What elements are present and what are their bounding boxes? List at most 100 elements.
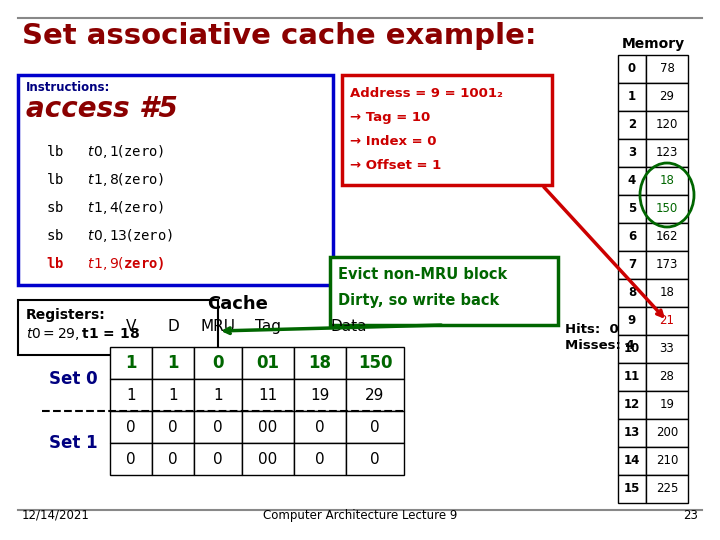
Text: 1: 1 bbox=[125, 354, 137, 372]
Text: 2: 2 bbox=[628, 118, 636, 132]
Bar bbox=[342, 75, 552, 185]
Bar bbox=[110, 379, 152, 411]
Text: 21: 21 bbox=[660, 314, 675, 327]
Text: 5: 5 bbox=[628, 202, 636, 215]
Text: $t0 = 29, $t1 = 18: $t0 = 29, $t1 = 18 bbox=[26, 326, 140, 342]
Bar bbox=[618, 307, 646, 335]
Text: lb   $t1,  8($zero): lb $t1, 8($zero) bbox=[46, 171, 164, 188]
Text: 0: 0 bbox=[315, 420, 325, 435]
Bar bbox=[294, 347, 346, 379]
Text: 78: 78 bbox=[660, 63, 675, 76]
Bar bbox=[242, 379, 294, 411]
Text: 0: 0 bbox=[213, 420, 222, 435]
Bar bbox=[194, 347, 242, 379]
Text: 33: 33 bbox=[660, 342, 675, 355]
Bar bbox=[618, 167, 646, 195]
Bar bbox=[346, 411, 404, 443]
Text: 225: 225 bbox=[656, 483, 678, 496]
Bar bbox=[646, 335, 688, 363]
Text: 7: 7 bbox=[628, 259, 636, 272]
Text: MRU: MRU bbox=[200, 319, 235, 334]
Text: 0: 0 bbox=[126, 451, 136, 467]
Text: 28: 28 bbox=[660, 370, 675, 383]
Text: access #5: access #5 bbox=[26, 95, 178, 123]
Text: 0: 0 bbox=[628, 63, 636, 76]
Bar bbox=[618, 55, 646, 83]
Text: D: D bbox=[167, 319, 179, 334]
Text: 8: 8 bbox=[628, 287, 636, 300]
Text: 12: 12 bbox=[624, 399, 640, 411]
Text: 00: 00 bbox=[258, 451, 278, 467]
Bar bbox=[618, 83, 646, 111]
Text: 0: 0 bbox=[212, 354, 224, 372]
Text: 0: 0 bbox=[370, 451, 380, 467]
Text: 14: 14 bbox=[624, 455, 640, 468]
Text: 18: 18 bbox=[308, 354, 331, 372]
Bar bbox=[646, 279, 688, 307]
Text: 11: 11 bbox=[624, 370, 640, 383]
Text: 10: 10 bbox=[624, 342, 640, 355]
Bar bbox=[646, 111, 688, 139]
Bar bbox=[242, 411, 294, 443]
Text: 0: 0 bbox=[315, 451, 325, 467]
Bar bbox=[194, 411, 242, 443]
Bar bbox=[618, 279, 646, 307]
Bar bbox=[618, 335, 646, 363]
Text: 0: 0 bbox=[213, 451, 222, 467]
Text: 0: 0 bbox=[370, 420, 380, 435]
Bar bbox=[646, 307, 688, 335]
Bar bbox=[110, 443, 152, 475]
Bar bbox=[618, 391, 646, 419]
Text: Instructions:: Instructions: bbox=[26, 81, 110, 94]
Text: 1: 1 bbox=[628, 91, 636, 104]
Bar bbox=[294, 379, 346, 411]
Bar bbox=[618, 139, 646, 167]
Bar bbox=[646, 363, 688, 391]
Bar bbox=[646, 447, 688, 475]
Text: Set 1: Set 1 bbox=[50, 434, 98, 452]
Bar bbox=[346, 443, 404, 475]
Text: 150: 150 bbox=[358, 354, 392, 372]
Text: 18: 18 bbox=[660, 174, 675, 187]
Text: 162: 162 bbox=[656, 231, 678, 244]
Text: 120: 120 bbox=[656, 118, 678, 132]
Bar bbox=[646, 223, 688, 251]
Bar bbox=[618, 111, 646, 139]
Text: 15: 15 bbox=[624, 483, 640, 496]
Bar bbox=[110, 347, 152, 379]
Bar bbox=[618, 475, 646, 503]
Text: 19: 19 bbox=[310, 388, 330, 402]
Text: 1: 1 bbox=[167, 354, 179, 372]
Text: 1: 1 bbox=[213, 388, 222, 402]
Text: lb   $t0,  1($zero): lb $t0, 1($zero) bbox=[46, 143, 164, 160]
Text: sb   $t1,  4($zero): sb $t1, 4($zero) bbox=[46, 199, 164, 216]
Text: 173: 173 bbox=[656, 259, 678, 272]
Text: 9: 9 bbox=[628, 314, 636, 327]
Bar bbox=[242, 443, 294, 475]
Bar bbox=[346, 347, 404, 379]
Text: 00: 00 bbox=[258, 420, 278, 435]
Bar bbox=[194, 379, 242, 411]
Bar bbox=[330, 257, 558, 325]
Bar bbox=[294, 443, 346, 475]
Text: 12/14/2021: 12/14/2021 bbox=[22, 509, 90, 522]
Bar bbox=[646, 251, 688, 279]
Text: Evict non-MRU block: Evict non-MRU block bbox=[338, 267, 508, 282]
Text: 19: 19 bbox=[660, 399, 675, 411]
Text: Address = 9 = 1001₂: Address = 9 = 1001₂ bbox=[350, 87, 503, 100]
Bar bbox=[110, 411, 152, 443]
Text: sb   $t0, 13($zero): sb $t0, 13($zero) bbox=[46, 227, 173, 244]
Bar bbox=[646, 419, 688, 447]
Text: 23: 23 bbox=[683, 509, 698, 522]
Text: 11: 11 bbox=[258, 388, 278, 402]
Bar bbox=[18, 300, 218, 355]
Bar bbox=[618, 251, 646, 279]
Bar bbox=[242, 347, 294, 379]
Bar bbox=[646, 391, 688, 419]
Bar bbox=[618, 447, 646, 475]
Text: 29: 29 bbox=[660, 91, 675, 104]
Bar bbox=[18, 75, 333, 285]
Bar bbox=[152, 443, 194, 475]
Text: → Offset = 1: → Offset = 1 bbox=[350, 159, 441, 172]
Text: 0: 0 bbox=[168, 451, 178, 467]
